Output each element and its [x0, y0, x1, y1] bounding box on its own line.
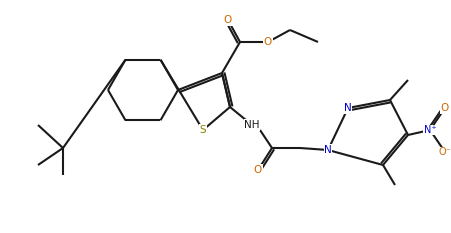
Text: S: S — [199, 125, 206, 135]
Text: N: N — [323, 145, 331, 155]
Text: O: O — [440, 103, 448, 113]
Text: O: O — [263, 37, 272, 47]
Text: O: O — [223, 15, 232, 25]
Text: N⁺: N⁺ — [423, 125, 435, 135]
Text: O⁻: O⁻ — [437, 147, 451, 157]
Text: O: O — [253, 165, 262, 175]
Text: N: N — [343, 103, 351, 113]
Text: NH: NH — [244, 120, 259, 130]
